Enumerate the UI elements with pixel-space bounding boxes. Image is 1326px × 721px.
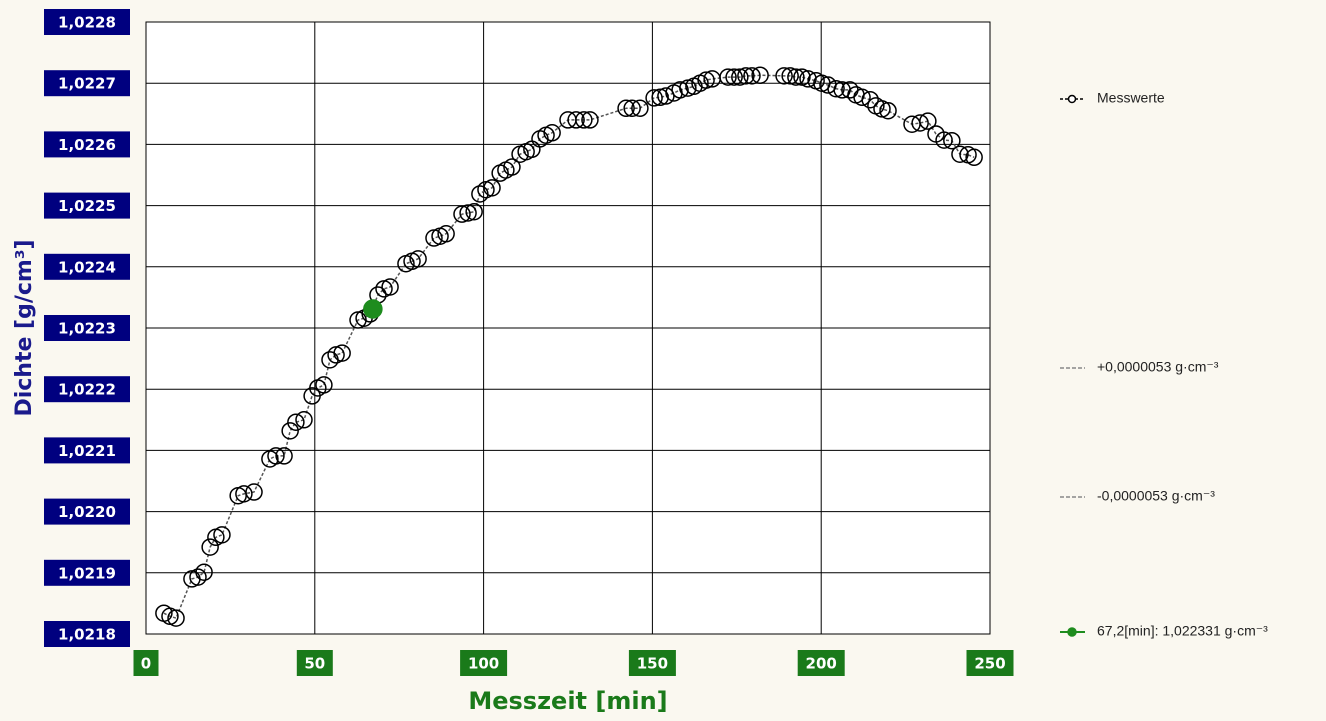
data-point bbox=[799, 70, 817, 88]
y-tick-label: 1,0221 bbox=[58, 442, 116, 460]
y-tick-label: 1,0224 bbox=[58, 258, 116, 276]
x-tick-box bbox=[628, 650, 676, 676]
x-tick-label: 250 bbox=[974, 655, 1005, 673]
legend-label: -0,0000053 g·cm⁻³ bbox=[1097, 488, 1215, 504]
data-point bbox=[581, 111, 599, 129]
x-tick-box bbox=[133, 650, 159, 676]
y-tick-box bbox=[44, 315, 130, 341]
data-point bbox=[201, 538, 219, 556]
data-point bbox=[381, 278, 399, 296]
legend-marker bbox=[1067, 627, 1077, 637]
y-tick-label: 1,0226 bbox=[58, 136, 116, 154]
y-tick-box bbox=[44, 437, 130, 464]
y-tick-label: 1,0228 bbox=[58, 14, 116, 32]
data-point bbox=[245, 483, 263, 501]
data-point bbox=[743, 67, 761, 85]
data-point bbox=[853, 88, 871, 107]
data-point bbox=[189, 568, 207, 586]
data-point bbox=[943, 131, 961, 150]
data-point bbox=[275, 447, 293, 465]
data-point bbox=[919, 112, 937, 130]
y-tick-box bbox=[44, 498, 130, 525]
y-tick-box bbox=[44, 70, 130, 97]
data-point bbox=[333, 344, 351, 362]
data-point bbox=[617, 99, 635, 118]
y-tick-label: 1,0222 bbox=[58, 381, 116, 399]
data-point bbox=[719, 68, 737, 86]
data-point bbox=[409, 250, 427, 268]
data-point bbox=[965, 148, 983, 167]
x-tick-label: 50 bbox=[304, 655, 325, 673]
data-point bbox=[459, 204, 477, 222]
y-tick-box bbox=[44, 376, 130, 403]
y-tick-label: 1,0225 bbox=[58, 197, 116, 215]
data-point bbox=[453, 205, 471, 223]
x-tick-box bbox=[296, 650, 333, 676]
x-tick-box bbox=[797, 650, 845, 676]
y-tick-box bbox=[44, 621, 130, 647]
data-point bbox=[503, 158, 521, 176]
series-line bbox=[163, 74, 975, 620]
y-tick-box bbox=[44, 559, 130, 586]
y-tick-label: 1,0219 bbox=[58, 564, 116, 582]
x-tick-box bbox=[460, 650, 508, 676]
data-point bbox=[951, 145, 969, 163]
legend-label: Messwerte bbox=[1097, 90, 1165, 106]
data-point bbox=[697, 71, 715, 89]
data-point bbox=[911, 114, 929, 132]
data-point bbox=[213, 526, 231, 544]
data-point bbox=[623, 99, 641, 118]
y-axis-label: Dichte [g/cm³] bbox=[12, 239, 37, 416]
x-tick-label: 150 bbox=[637, 655, 668, 673]
data-point bbox=[465, 202, 483, 221]
x-tick-label: 100 bbox=[468, 655, 499, 673]
y-tick-label: 1,0220 bbox=[58, 503, 116, 521]
data-point bbox=[827, 79, 845, 98]
data-point bbox=[287, 413, 305, 431]
data-point bbox=[483, 179, 501, 197]
y-tick-box bbox=[44, 192, 130, 219]
data-point bbox=[737, 67, 755, 85]
data-point bbox=[879, 101, 897, 120]
data-point bbox=[267, 447, 285, 465]
data-point bbox=[935, 131, 953, 149]
x-tick-box bbox=[966, 650, 1014, 676]
data-point bbox=[575, 111, 593, 129]
y-tick-label: 1,0223 bbox=[58, 320, 116, 338]
data-point bbox=[631, 99, 649, 118]
y-tick-label: 1,0227 bbox=[58, 75, 116, 93]
data-point bbox=[787, 68, 805, 86]
data-point bbox=[543, 124, 561, 142]
data-point bbox=[567, 111, 585, 129]
data-point bbox=[725, 68, 743, 86]
data-point bbox=[315, 376, 333, 394]
legend-marker bbox=[1067, 94, 1077, 104]
data-point bbox=[775, 67, 793, 85]
data-point bbox=[781, 67, 799, 85]
data-point bbox=[731, 68, 749, 86]
data-point bbox=[195, 563, 213, 581]
data-point bbox=[751, 66, 769, 84]
x-tick-label: 0 bbox=[141, 655, 151, 673]
data-point bbox=[671, 81, 689, 99]
data-point bbox=[651, 88, 669, 107]
data-point bbox=[437, 225, 455, 243]
y-tick-box bbox=[44, 253, 130, 280]
data-point bbox=[645, 89, 663, 107]
x-tick-label: 200 bbox=[806, 655, 837, 673]
data-point bbox=[281, 422, 299, 440]
y-tick-label: 1,0218 bbox=[58, 626, 116, 644]
legend-label: 67,2[min]: 1,022331 g·cm⁻³ bbox=[1097, 623, 1268, 639]
y-tick-box bbox=[44, 131, 130, 158]
data-point bbox=[235, 485, 253, 503]
legend-label: +0,0000053 g·cm⁻³ bbox=[1097, 359, 1219, 375]
data-point bbox=[295, 411, 313, 429]
data-point bbox=[167, 609, 185, 627]
x-axis-label: Messzeit [min] bbox=[468, 687, 667, 715]
data-point bbox=[363, 299, 383, 319]
data-point bbox=[861, 90, 879, 109]
y-tick-box bbox=[44, 9, 130, 35]
